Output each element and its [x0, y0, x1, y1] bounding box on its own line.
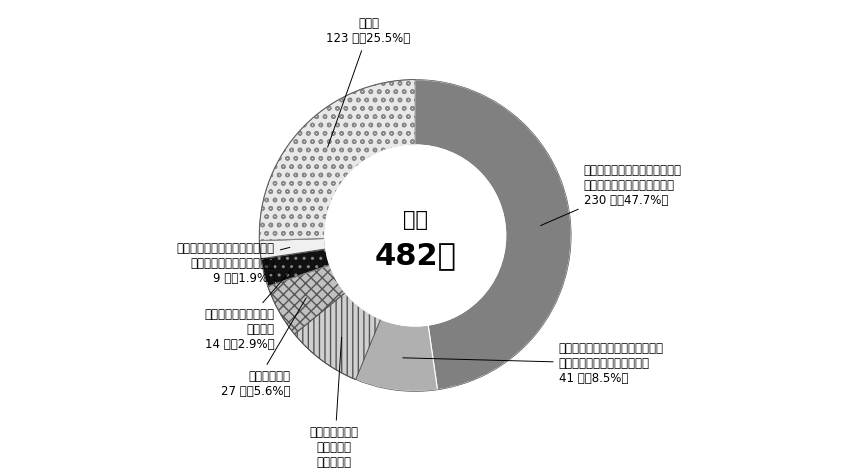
Wedge shape: [415, 80, 571, 390]
Text: 482件: 482件: [374, 241, 456, 270]
Wedge shape: [294, 292, 381, 380]
Text: フィッシングサイトに
より入手
14 件（2.9%）: フィッシングサイトに より入手 14 件（2.9%）: [205, 267, 294, 350]
Wedge shape: [268, 265, 345, 334]
Text: 識別符号を知り得る立場にあった
元従業員や知人等による犯行
41 件（8.5%）: 識別符号を知り得る立場にあった 元従業員や知人等による犯行 41 件（8.5%）: [403, 342, 663, 385]
Wedge shape: [261, 249, 330, 286]
Text: その他
123 件（25.5%）: その他 123 件（25.5%）: [327, 17, 410, 147]
Text: インターネット上に流出・公開
されていた識別符号を入手
9 件（1.9%）: インターネット上に流出・公開 されていた識別符号を入手 9 件（1.9%）: [177, 242, 290, 285]
Text: 他人から入手
27 件（5.6%）: 他人から入手 27 件（5.6%）: [221, 298, 306, 398]
Text: 総数: 総数: [403, 210, 428, 230]
Text: 利用権者からの
聞き出し又
はのぞき見
38 件（7.9%）: 利用権者からの 聞き出し又 はのぞき見 38 件（7.9%）: [299, 337, 369, 471]
Wedge shape: [259, 80, 415, 241]
Wedge shape: [356, 319, 437, 391]
Circle shape: [325, 145, 506, 326]
Wedge shape: [260, 238, 326, 259]
Text: 利用権者のパスワードの設定・
管理の甘さにつけ込んで入手
230 件（47.7%）: 利用権者のパスワードの設定・ 管理の甘さにつけ込んで入手 230 件（47.7%…: [541, 164, 682, 226]
